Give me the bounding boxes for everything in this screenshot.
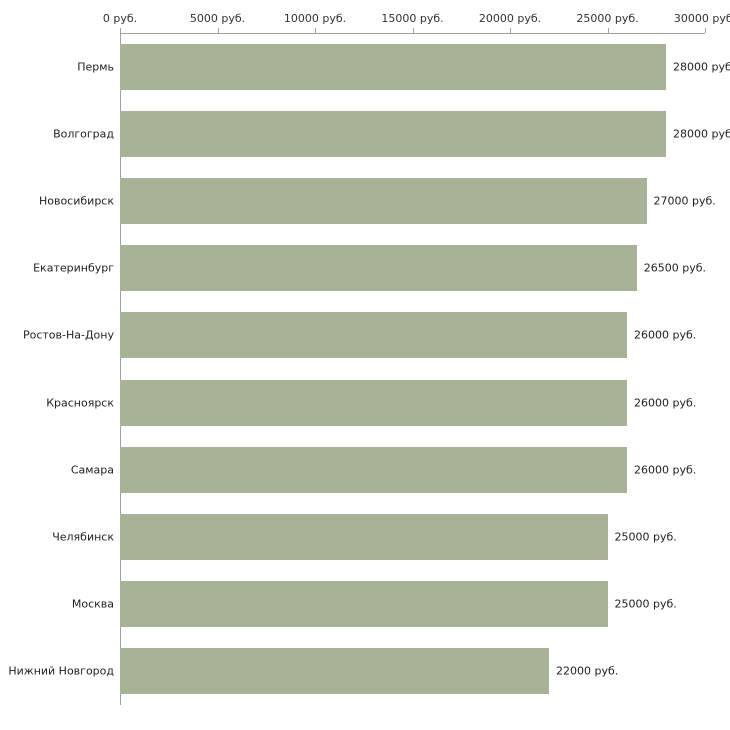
x-axis-tick [412,28,414,33]
bar-row: Самара 26000 руб. [0,436,730,503]
x-axis-tick [217,28,219,33]
x-axis-tick [705,28,706,33]
bar [120,245,637,292]
x-axis-tick-label: 15000 руб. [381,12,444,25]
value-label: 26000 руб. [634,463,697,477]
x-axis-tick-label: 10000 руб. [283,12,347,25]
category-label: Пермь [77,60,114,74]
value-label: 28000 руб. [673,127,730,141]
value-label: 26000 руб. [634,396,697,410]
x-axis-tick-label: 0 руб. [102,12,138,25]
x-axis-tick-label: 20000 руб. [478,12,542,25]
value-label: 27000 руб. [653,194,716,208]
bar [120,446,627,493]
x-axis-tick [510,28,511,33]
y-axis-line [120,33,121,705]
bar-row: Пермь 28000 руб. [0,33,730,100]
bar-row: Красноярск 26000 руб. [0,369,730,436]
value-label: 26500 руб. [643,261,707,275]
bar-row: Екатеринбург 26500 руб. [0,235,730,302]
value-label: 22000 руб. [556,664,619,678]
bar-row: Москва 25000 руб. [0,571,730,638]
category-label: Екатеринбург [33,261,114,275]
bar-row: Новосибирск 27000 руб. [0,167,730,234]
category-label: Челябинск [52,530,114,544]
value-label: 28000 руб. [673,60,730,74]
value-label: 25000 руб. [614,597,677,611]
bar [120,581,608,628]
bar [120,312,627,359]
x-axis-tick-label: 30000 руб. [673,12,730,25]
category-label: Москва [71,597,114,611]
plot-area: Пермь 28000 руб. Волгоград 28000 руб. Новоси… [0,33,730,705]
category-label: Ростов-На-Дону [22,328,114,342]
bar-row: Нижний Новгород 22000 руб. [0,638,730,705]
bar [120,43,666,90]
x-axis-line [120,33,705,34]
x-axis-tick-label: 5000 руб. [189,12,246,25]
category-label: Самара [70,463,114,477]
category-label: Волгоград [53,127,114,141]
value-label: 26000 руб. [634,328,697,342]
category-label: Нижний Новгород [8,664,114,678]
bar [120,379,627,426]
x-axis-tick [315,28,316,33]
bar [120,177,647,224]
bar-row: Волгоград 28000 руб. [0,100,730,167]
bar [120,513,608,560]
x-axis-tick [607,28,609,33]
value-label: 25000 руб. [614,530,677,544]
bar [120,648,549,695]
x-axis-tick-label: 25000 руб. [576,12,639,25]
category-label: Новосибирск [38,194,114,208]
bar-row: Челябинск 25000 руб. [0,503,730,570]
bar-row: Ростов-На-Дону 26000 руб. [0,302,730,369]
category-label: Красноярск [46,396,114,410]
x-axis-tick [120,28,121,33]
bar [120,110,666,157]
